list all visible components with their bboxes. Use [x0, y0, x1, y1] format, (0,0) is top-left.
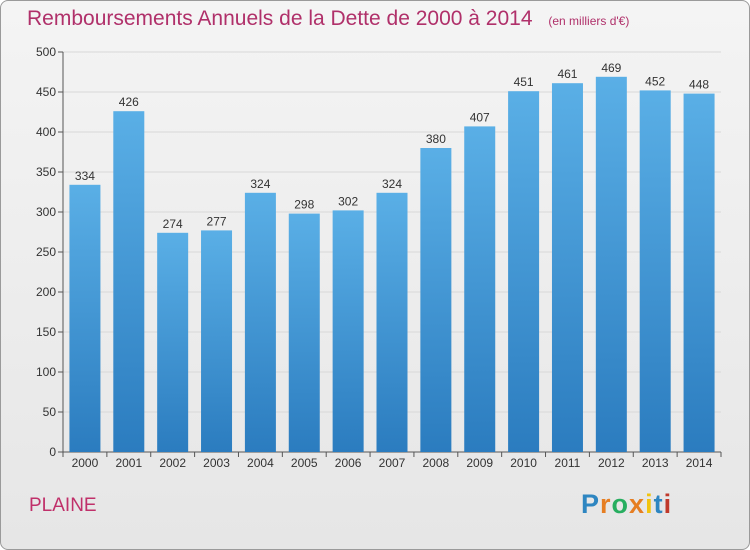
data-label-2001: 426: [119, 95, 139, 109]
x-tick-label: 2012: [598, 456, 625, 470]
logo-letter: x: [629, 489, 646, 519]
logo-letter: P: [581, 489, 601, 519]
y-tick-label: 200: [36, 285, 56, 299]
x-tick-label: 2006: [335, 456, 362, 470]
logo-letter: i: [645, 489, 654, 519]
y-axis-ticks: 0 50 100 150 200 250 300 350 400 450 500: [36, 45, 63, 459]
y-tick-label: 50: [43, 405, 57, 419]
bar-2012: [595, 76, 627, 453]
x-tick-label: 2002: [159, 456, 186, 470]
x-tick-label: 2007: [379, 456, 406, 470]
x-tick-label: 2008: [423, 456, 450, 470]
bar-2002: [157, 232, 189, 452]
bar-2006: [332, 210, 364, 452]
logo-letter: i: [663, 489, 673, 519]
x-tick-label: 2003: [203, 456, 230, 470]
chart-title-text: Remboursements Annuels de la Dette de 20…: [27, 7, 533, 30]
bar-2000: [69, 184, 101, 453]
data-label-2002: 274: [163, 217, 183, 231]
chart-unit-label: (en milliers d'€): [548, 14, 630, 28]
y-tick-label: 500: [36, 45, 56, 59]
x-tick-label: 2000: [72, 456, 99, 470]
bar-2013: [639, 90, 671, 453]
bar-2014: [683, 93, 715, 452]
x-tick-label: 2011: [555, 456, 581, 470]
data-label-2007: 324: [382, 177, 402, 191]
logo-letter: o: [611, 489, 630, 519]
y-tick-label: 350: [36, 165, 56, 179]
data-label-2000: 334: [75, 169, 95, 183]
data-labels: 334 426 274 277 324 298 302 324 380 407 451 461 469 4…: [75, 61, 709, 231]
x-tick-label: 2009: [466, 456, 493, 470]
bars: [69, 76, 715, 453]
x-tick-label: 2010: [510, 456, 537, 470]
data-label-2014: 448: [689, 78, 709, 92]
logo-letter: t: [653, 489, 664, 519]
x-tick-label: 2005: [291, 456, 318, 470]
chart-title: Remboursements Annuels de la Dette de 20…: [27, 7, 629, 31]
data-label-2004: 324: [250, 177, 270, 191]
x-tick-label: 2013: [642, 456, 669, 470]
y-tick-label: 400: [36, 125, 56, 139]
data-label-2012: 469: [601, 61, 621, 75]
x-tick-label: 2014: [686, 456, 713, 470]
data-label-2010: 451: [514, 75, 534, 89]
logo-letter: r: [600, 489, 612, 519]
proxiti-logo: Proxiti: [581, 489, 672, 520]
bar-2010: [508, 91, 540, 452]
data-label-2011: 461: [557, 67, 577, 81]
data-label-2009: 407: [470, 110, 490, 124]
y-tick-label: 150: [36, 325, 56, 339]
y-tick-label: 300: [36, 205, 56, 219]
bar-2008: [420, 148, 452, 452]
data-label-2008: 380: [426, 132, 446, 146]
bar-2004: [244, 192, 276, 453]
location-label: PLAINE: [29, 495, 97, 516]
data-label-2006: 302: [338, 194, 358, 208]
y-tick-label: 250: [36, 245, 56, 259]
bar-2009: [464, 126, 496, 453]
data-label-2013: 452: [645, 74, 665, 88]
bar-2003: [201, 230, 233, 452]
bar-2007: [376, 192, 408, 453]
y-tick-label: 0: [49, 445, 56, 459]
bar-2005: [288, 213, 320, 452]
bar-2001: [113, 111, 145, 452]
data-label-2003: 277: [207, 214, 227, 228]
y-tick-label: 100: [36, 365, 56, 379]
x-tick-label: 2001: [115, 456, 142, 470]
y-tick-label: 450: [36, 85, 56, 99]
x-tick-label: 2004: [247, 456, 274, 470]
bar-2011: [551, 83, 583, 452]
data-label-2005: 298: [294, 198, 314, 212]
x-axis-ticks: 2000 2001 2002 2003 2004 2005 2006 2007 2008 2009…: [62, 452, 722, 470]
